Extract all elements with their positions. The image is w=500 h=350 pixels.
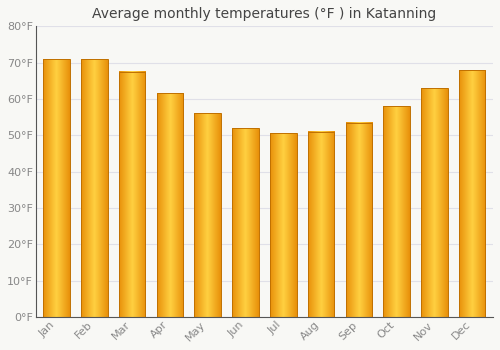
Bar xyxy=(421,88,448,317)
Bar xyxy=(119,72,146,317)
Bar xyxy=(270,133,296,317)
Bar xyxy=(346,122,372,317)
Bar xyxy=(384,106,410,317)
Bar xyxy=(194,113,221,317)
Bar xyxy=(156,93,183,317)
Bar xyxy=(44,59,70,317)
Bar xyxy=(459,70,485,317)
Bar xyxy=(232,128,258,317)
Title: Average monthly temperatures (°F ) in Katanning: Average monthly temperatures (°F ) in Ka… xyxy=(92,7,436,21)
Bar xyxy=(308,132,334,317)
Bar xyxy=(81,59,108,317)
